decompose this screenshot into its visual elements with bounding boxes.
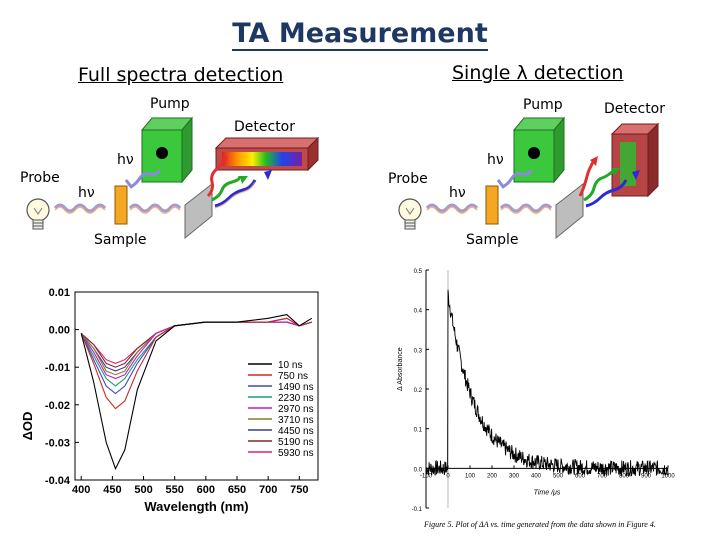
setup-schematic <box>26 116 660 240</box>
left-lightbulb-icon <box>26 198 50 230</box>
x-tick-label: 100 <box>465 473 476 479</box>
y-tick-label: -0.03 <box>45 437 70 449</box>
left-probe-label: Probe <box>20 170 60 186</box>
kinetics-chart: 0.5 0.4 0.3 0.2 0.1 0.0 -0.1 -100 0 100 200 300 400 5… <box>397 269 675 513</box>
series-line <box>80 317 312 410</box>
right-blue-beam <box>585 179 628 208</box>
x-tick-label: -100 <box>420 473 433 479</box>
x-tick-label: 500 <box>134 484 152 496</box>
left-sample-label: Sample <box>94 232 147 248</box>
y-tick-label: -0.02 <box>45 400 70 412</box>
y-axis-label: ΔOD <box>20 412 35 441</box>
x-tick-label: 600 <box>575 473 586 479</box>
y-tick-label: 0.3 <box>414 348 423 354</box>
x-tick-label: 500 <box>553 473 564 479</box>
left-probe-beam <box>53 203 107 213</box>
right-green-beam <box>583 168 616 202</box>
legend-label: 750 ns <box>278 371 308 382</box>
x-tick-label: 800 <box>619 473 630 479</box>
right-pump-cube <box>512 116 566 184</box>
legend-label: 5190 ns <box>278 437 314 448</box>
left-detector-box <box>214 136 320 172</box>
decay-trace <box>425 289 669 477</box>
y-tick-label: 0.0 <box>414 467 423 473</box>
x-tick-label: 0 <box>446 473 450 479</box>
right-detector-label: Detector <box>604 101 666 117</box>
legend-label: 1490 ns <box>278 382 314 393</box>
y-tick-label: 0.2 <box>414 388 423 394</box>
y-tick-label: -0.01 <box>45 362 70 374</box>
x-tick-label: 900 <box>641 473 652 479</box>
legend-label: 4450 ns <box>278 426 314 437</box>
left-detector-label: Detector <box>234 119 296 135</box>
x-tick-label: 600 <box>197 484 215 496</box>
y-tick-label: 0.00 <box>49 325 70 337</box>
left-sample-cell <box>114 185 128 225</box>
series-line <box>80 321 312 380</box>
y-tick-label: 0.1 <box>414 428 423 434</box>
left-heading: Full spectra detection <box>78 64 284 86</box>
right-heading: Single λ detection <box>452 62 624 84</box>
y-tick-label: -0.04 <box>45 475 71 487</box>
left-green-beam <box>211 175 242 202</box>
x-tick-label: 700 <box>597 473 608 479</box>
right-red-beam <box>578 159 596 197</box>
right-sample-label: Sample <box>466 232 519 248</box>
left-mirror <box>184 182 213 240</box>
right-pump-beam <box>503 169 534 188</box>
y-tick-label: 0.5 <box>414 269 423 275</box>
y-tick-label: -0.1 <box>412 507 423 513</box>
x-tick-label: 400 <box>72 484 90 496</box>
left-pump-label: Pump <box>150 96 190 112</box>
right-sample-cell <box>485 185 499 225</box>
right-probe-beam <box>425 203 479 213</box>
right-beam-to-mirror <box>499 203 553 213</box>
x-tick-label: 650 <box>228 484 246 496</box>
spectra-frame <box>74 291 319 481</box>
spectra-chart: 400 450 500 550 600 650 700 750 0.01 0.00 -0.01 -0.… <box>20 287 319 514</box>
x-tick-label: 400 <box>531 473 542 479</box>
legend-label: 2230 ns <box>278 393 314 404</box>
legend-label: 2970 ns <box>278 404 314 415</box>
kinetics-caption: Figure 5. Plot of ΔA vs. time generated … <box>424 520 656 529</box>
x-tick-label: 1000 <box>661 473 675 479</box>
left-pump-beam <box>131 169 162 188</box>
left-hv-pump-label: hν <box>117 152 134 168</box>
y-tick-label: 0.01 <box>49 287 70 299</box>
right-probe-label: Probe <box>388 171 428 187</box>
page-title-text: TA Measurement <box>232 18 488 51</box>
kinetics-axes: 0.5 0.4 0.3 0.2 0.1 0.0 -0.1 -100 0 100 200 300 400 5… <box>397 269 675 513</box>
x-tick-label: 300 <box>509 473 520 479</box>
left-beam-to-mirror <box>128 203 182 213</box>
x-tick-label: 450 <box>103 484 121 496</box>
spectra-lines <box>80 314 313 471</box>
x-axis-label: Time /μs <box>534 489 561 496</box>
y-tick-label: 0.4 <box>414 309 423 315</box>
x-axis-label: Wavelength (nm) <box>144 499 248 514</box>
legend-label: 5930 ns <box>278 448 314 459</box>
kinetics-trace <box>425 289 669 477</box>
right-hv-probe-label: hν <box>449 185 466 201</box>
right-lightbulb-icon <box>398 198 422 230</box>
legend-label: 3710 ns <box>278 415 314 426</box>
legend-label: 10 ns <box>278 360 302 371</box>
series-line <box>80 314 313 471</box>
left-red-beam <box>206 159 226 198</box>
left-blue-beam <box>214 179 257 208</box>
x-tick-label: 750 <box>290 484 308 496</box>
spectra-axes: 400 450 500 550 600 650 700 750 0.01 0.00 -0.01 -0.… <box>20 287 319 514</box>
right-pump-label: Pump <box>523 97 563 113</box>
x-tick-label: 550 <box>166 484 184 496</box>
x-tick-label: 700 <box>259 484 277 496</box>
x-tick-label: 200 <box>487 473 498 479</box>
series-line <box>80 321 312 364</box>
page-title: TA Measurement <box>0 18 720 51</box>
right-mirror <box>555 182 584 240</box>
left-hv-probe-label: hν <box>78 185 95 201</box>
y-axis-label: Δ Absorbance <box>397 347 404 391</box>
right-hv-pump-label: hν <box>487 152 504 168</box>
right-detector-box <box>610 122 660 198</box>
